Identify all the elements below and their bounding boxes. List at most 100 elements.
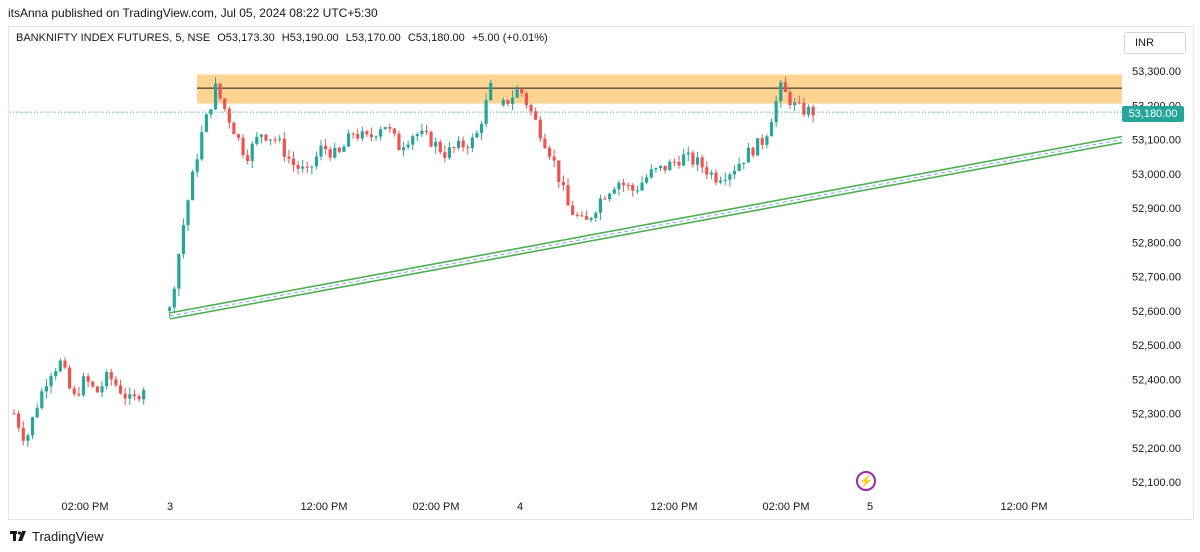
candle-body (663, 165, 667, 171)
candle-body (484, 100, 488, 124)
x-tick-label: 02:00 PM (412, 501, 459, 513)
y-tick-label: 52,600.00 (1132, 306, 1181, 318)
candle-body (123, 393, 127, 399)
candle-body (682, 154, 686, 166)
candle-body (109, 372, 113, 380)
x-tick-label: 5 (867, 501, 873, 513)
candle-body (186, 200, 190, 226)
candle-body (63, 360, 67, 368)
candle-body (501, 99, 505, 106)
y-tick-label: 52,800.00 (1132, 237, 1181, 249)
candle-body (181, 225, 186, 255)
publish-header: itsAnna published on TradingView.com, Ju… (0, 0, 1200, 26)
candle-body (67, 367, 72, 389)
candle-body (356, 134, 360, 139)
candle-body (489, 83, 493, 101)
symbol-title[interactable]: BANKNIFTY INDEX FUTURES, 5, NSE (16, 32, 211, 44)
candle-body (379, 129, 383, 137)
lightning-icon[interactable]: ⚡ (856, 471, 876, 491)
candle-body (213, 83, 218, 110)
candle-body (223, 98, 227, 109)
candle-body (793, 102, 797, 106)
trendline-upper (169, 135, 1123, 314)
y-tick-label: 52,500.00 (1132, 340, 1181, 352)
candle-body (77, 393, 81, 396)
x-tick-label: 12:00 PM (650, 501, 697, 513)
candle-body (709, 172, 713, 175)
candle-body (17, 413, 21, 428)
candle-body (557, 160, 561, 182)
candle-body (751, 147, 755, 156)
candle-body (424, 130, 429, 133)
candle-body (760, 138, 764, 145)
candle-body (26, 435, 30, 441)
candle-body (40, 391, 44, 409)
candle-body (314, 156, 319, 167)
y-tick-label: 52,200.00 (1132, 443, 1181, 455)
candle-body (543, 138, 547, 149)
currency-selector[interactable]: INR (1124, 32, 1186, 54)
candle-body (705, 167, 709, 175)
candle-body (466, 147, 470, 149)
candle-body (49, 376, 53, 387)
candle-body (598, 198, 602, 213)
footer-brand[interactable]: TradingView (10, 528, 104, 546)
candle-body (392, 128, 396, 134)
candle-body (305, 166, 309, 168)
candle-body (728, 174, 732, 180)
y-tick-label: 52,100.00 (1132, 477, 1181, 489)
candle-body (236, 134, 241, 138)
candle-body (654, 168, 658, 170)
candle-body (608, 193, 612, 200)
y-tick-label: 53,000.00 (1132, 169, 1181, 181)
candle-body (30, 417, 35, 436)
chart-pane[interactable] (8, 26, 1194, 520)
candle-body (691, 152, 695, 165)
candle-body (575, 214, 579, 216)
candle-body (351, 133, 355, 135)
candle-body (783, 82, 787, 92)
candle-body (788, 91, 792, 106)
candle-body (241, 137, 245, 156)
candle-body (737, 163, 741, 171)
candle-body (388, 127, 392, 129)
x-tick-label: 02:00 PM (762, 501, 809, 513)
ohlc-change: +5.00 (+0.01%) (471, 32, 548, 44)
candle-body (589, 217, 593, 220)
candle-body (374, 136, 378, 138)
candle-body (397, 133, 401, 151)
candle-body (584, 215, 589, 220)
candle-body (227, 108, 231, 123)
candle-body (232, 122, 236, 135)
candle-body (287, 156, 291, 159)
candle-body (719, 180, 723, 183)
y-tick-label: 52,400.00 (1132, 374, 1181, 386)
candle-body (142, 390, 146, 400)
candle-body (672, 161, 676, 163)
candle-body (811, 107, 815, 116)
candle-body (524, 93, 529, 106)
candle-body (756, 138, 760, 156)
candle-body (769, 122, 774, 137)
x-tick-label: 12:00 PM (1000, 501, 1047, 513)
candle-body (443, 152, 447, 158)
y-tick-label: 52,300.00 (1132, 409, 1181, 421)
candle-body (411, 136, 415, 145)
candle-body (621, 182, 626, 185)
candle-body (452, 147, 456, 149)
candle-body (296, 165, 300, 169)
candle-body (566, 185, 570, 206)
candle-body (779, 82, 783, 102)
candle-body (301, 166, 305, 169)
candle-body (534, 111, 538, 120)
candle-body (328, 149, 332, 158)
brand-name: TradingView (32, 529, 104, 544)
candle-body (447, 147, 452, 158)
candle-body (319, 145, 323, 157)
candle-body (617, 182, 621, 190)
candle-body (291, 158, 296, 166)
candle-body (802, 102, 806, 115)
candle-body (529, 105, 533, 112)
candle-body (714, 172, 718, 183)
